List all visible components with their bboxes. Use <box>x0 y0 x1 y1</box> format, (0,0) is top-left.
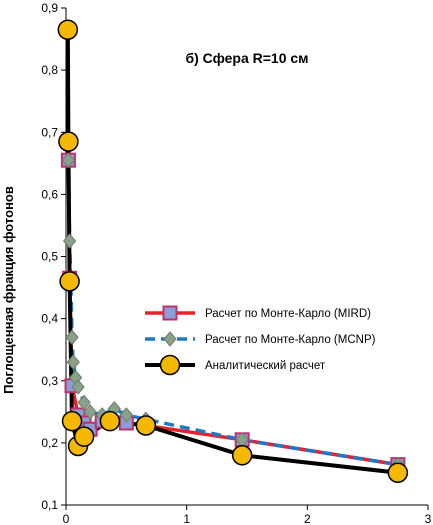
y-axis-label: Поглощенная фракция фотонов <box>1 186 16 394</box>
y-tick-label: 0,9 <box>41 1 58 15</box>
chart-title: б) Сфера R=10 см <box>185 50 308 66</box>
data-point-series-3 <box>73 426 95 447</box>
data-point-series-3 <box>231 445 253 466</box>
legend: Расчет по Монте-Карло (MIRD) Расчет по Мо… <box>145 305 376 376</box>
data-point-series-2 <box>77 394 91 411</box>
x-tick-label: 3 <box>425 512 432 525</box>
data-point-series-3 <box>57 19 79 40</box>
data-point-series-2 <box>61 152 76 168</box>
y-tick-label: 0,2 <box>41 436 58 450</box>
data-point-series-3 <box>58 131 79 152</box>
axes-group: 0,1 0,2 0,3 0,4 0,5 0,6 0,7 0,8 0,9 0 1 2 3 <box>41 1 431 525</box>
y-tick-label: 0,5 <box>41 250 58 264</box>
data-point-series-3 <box>387 462 409 483</box>
y-tick-label: 0,6 <box>41 187 58 201</box>
y-tick-label: 0,8 <box>41 63 58 77</box>
y-tick-label: 0,4 <box>41 312 58 326</box>
x-tick-label: 0 <box>63 512 70 525</box>
series-line-2 <box>66 29 399 467</box>
series-line-1 <box>66 29 399 467</box>
legend-marker-2 <box>163 331 177 347</box>
series-group <box>57 19 409 483</box>
data-point-series-3 <box>59 271 80 292</box>
data-point-series-2 <box>119 407 133 423</box>
data-point-series-3 <box>61 410 83 432</box>
data-point-series-2 <box>62 233 77 249</box>
data-point-series-3 <box>99 410 121 432</box>
y-tick-label: 0,1 <box>41 498 58 512</box>
x-tick-label: 2 <box>304 512 311 525</box>
legend-marker-1 <box>162 305 178 321</box>
data-point-series-3 <box>135 415 157 436</box>
data-point-series-2 <box>71 379 85 395</box>
legend-label-1: Расчет по Монте-Карло (MIRD) <box>205 308 371 320</box>
y-tick-label: 0,7 <box>41 125 58 139</box>
legend-label-3: Аналитический расчет <box>205 360 326 372</box>
legend-label-2: Расчет по Монте-Карло (MCNP) <box>205 334 376 346</box>
legend-marker-3 <box>159 354 181 376</box>
x-tick-label: 1 <box>183 512 190 525</box>
data-point-series-2 <box>83 404 97 420</box>
data-point-series-2 <box>65 329 79 346</box>
data-point-series-2 <box>66 354 80 370</box>
y-tick-label: 0,3 <box>41 374 58 388</box>
